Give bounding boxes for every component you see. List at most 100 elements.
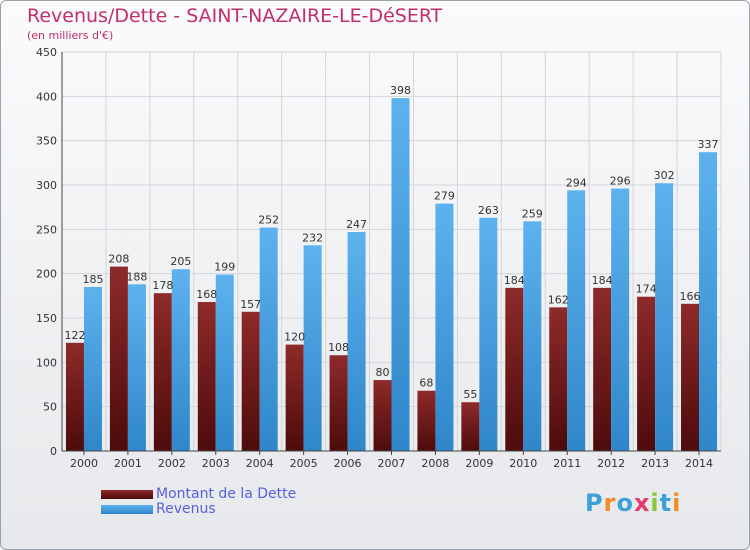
x-tick-label: 2013 (641, 457, 669, 470)
x-tick-label: 2007 (378, 457, 406, 470)
bar-debt (461, 402, 480, 451)
bar-debt (153, 293, 172, 451)
data-label-revenue: 199 (214, 261, 235, 274)
bar-revenue (435, 203, 454, 451)
data-label-debt: 162 (548, 293, 569, 306)
logo-letter: o (616, 489, 634, 517)
y-tick-label: 150 (36, 312, 57, 325)
legend-label-debt: Montant de la Dette (156, 486, 297, 502)
data-label-revenue: 294 (566, 176, 587, 189)
data-label-revenue: 296 (610, 175, 631, 188)
x-tick-label: 2004 (246, 457, 274, 470)
y-tick-label: 400 (36, 90, 57, 103)
x-tick-label: 2003 (202, 457, 230, 470)
y-tick-label: 350 (36, 135, 57, 148)
bar-revenue (215, 274, 234, 451)
y-tick-label: 450 (36, 46, 57, 59)
data-label-debt: 184 (504, 274, 525, 287)
bar-debt (637, 296, 656, 451)
data-label-revenue: 398 (390, 84, 411, 97)
data-label-debt: 120 (284, 331, 305, 344)
y-tick-label: 50 (43, 401, 57, 414)
data-label-revenue: 247 (346, 218, 367, 231)
legend-item-debt: Montant de la Dette (101, 486, 361, 502)
data-label-revenue: 263 (478, 204, 499, 217)
data-label-debt: 178 (152, 279, 173, 292)
logo-letter: t (659, 489, 673, 517)
bar-revenue (523, 221, 542, 451)
bar-debt (241, 311, 260, 451)
bar-revenue (259, 227, 278, 451)
x-tick-label: 2001 (114, 457, 142, 470)
legend-item-revenue: Revenus (101, 501, 361, 517)
bar-debt (681, 303, 700, 451)
data-label-revenue: 302 (654, 169, 675, 182)
bar-debt (109, 266, 128, 451)
bar-revenue (479, 217, 498, 451)
data-label-debt: 108 (328, 341, 349, 354)
logo-letter: i (650, 489, 660, 517)
bar-debt (65, 342, 84, 451)
bar-debt (373, 380, 392, 451)
bar-revenue (611, 188, 630, 451)
x-tick-label: 2012 (597, 457, 625, 470)
bar-debt (417, 390, 436, 451)
proxiti-logo: Proxiti (585, 489, 681, 517)
bar-debt (549, 307, 568, 451)
data-label-revenue: 259 (522, 207, 543, 220)
bar-debt (197, 302, 216, 451)
data-label-debt: 168 (196, 288, 217, 301)
y-tick-label: 200 (36, 268, 57, 281)
logo-letter: r (603, 489, 617, 517)
bar-debt (505, 287, 524, 451)
bar-revenue (171, 269, 190, 451)
data-label-revenue: 205 (170, 255, 191, 268)
logo-letter: x (633, 489, 651, 517)
x-tick-label: 2010 (509, 457, 537, 470)
x-tick-label: 2006 (334, 457, 362, 470)
data-label-debt: 80 (376, 366, 390, 379)
bar-revenue (347, 231, 366, 451)
bar-revenue (83, 286, 102, 451)
y-tick-label: 100 (36, 356, 57, 369)
data-label-debt: 208 (108, 253, 129, 266)
data-label-revenue: 279 (434, 190, 455, 203)
bar-revenue (699, 152, 718, 451)
bar-debt (593, 287, 612, 451)
legend: Montant de la Dette Revenus (101, 486, 361, 517)
data-label-revenue: 185 (82, 273, 103, 286)
x-tick-label: 2011 (553, 457, 581, 470)
data-label-debt: 157 (240, 298, 261, 311)
bar-debt (285, 344, 304, 451)
logo-letter: i (672, 489, 682, 517)
data-label-debt: 174 (636, 283, 657, 296)
legend-label-revenue: Revenus (156, 501, 216, 517)
x-tick-label: 2000 (70, 457, 98, 470)
y-tick-label: 300 (36, 179, 57, 192)
bar-revenue (567, 190, 586, 451)
y-tick-label: 0 (50, 445, 57, 458)
logo-letter: P (585, 489, 604, 517)
bar-revenue (655, 183, 674, 451)
x-tick-label: 2005 (290, 457, 318, 470)
bar-revenue (127, 284, 146, 451)
x-tick-label: 2008 (421, 457, 449, 470)
legend-swatch-debt (101, 490, 153, 499)
bar-revenue (303, 245, 322, 451)
data-label-debt: 68 (419, 377, 433, 390)
data-label-debt: 166 (680, 290, 701, 303)
data-label-debt: 55 (463, 388, 477, 401)
data-label-revenue: 252 (258, 214, 279, 227)
chart-title: Revenus/Dette - SAINT-NAZAIRE-LE-DéSERT (27, 5, 443, 27)
x-tick-label: 2002 (158, 457, 186, 470)
x-tick-label: 2014 (685, 457, 713, 470)
chart-subtitle: (en milliers d'€) (27, 29, 114, 42)
data-label-revenue: 337 (698, 138, 719, 151)
bar-revenue (391, 98, 410, 452)
y-tick-label: 250 (36, 223, 57, 236)
data-label-debt: 184 (592, 274, 613, 287)
x-tick-label: 2009 (465, 457, 493, 470)
legend-swatch-revenue (101, 505, 153, 514)
